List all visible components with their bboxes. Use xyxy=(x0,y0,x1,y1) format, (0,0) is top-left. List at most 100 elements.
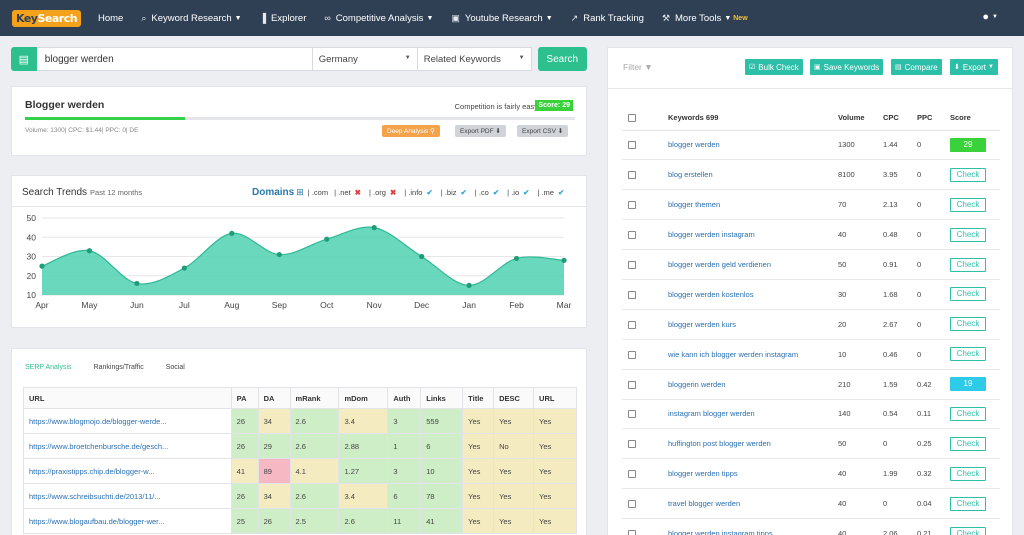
keyword-link[interactable]: blog erstellen xyxy=(668,159,838,191)
nav-item-youtube-research[interactable]: ▣ Youtube Research ▼ xyxy=(451,13,552,24)
serp-col-url[interactable]: URL xyxy=(533,387,577,409)
row-checkbox[interactable] xyxy=(628,530,636,535)
keyword-link[interactable]: travel blogger werden xyxy=(668,488,838,520)
serp-col-pa[interactable]: PA xyxy=(230,387,259,409)
logo[interactable]: KeySearch xyxy=(12,8,82,28)
keyword-link[interactable]: blogger werden kurs xyxy=(668,309,838,340)
trend-point[interactable] xyxy=(371,225,377,231)
deep-analysis-button[interactable]: Deep Analysis ⚲ xyxy=(382,125,440,137)
row-checkbox[interactable] xyxy=(628,440,636,449)
export-pdf-button[interactable]: Export PDF ⬇ xyxy=(455,125,506,137)
col-ppc[interactable]: PPC xyxy=(917,106,950,131)
keyword-link[interactable]: blogger werden kostenlos xyxy=(668,279,838,310)
trend-point[interactable] xyxy=(419,253,425,260)
serp-col-da[interactable]: DA xyxy=(257,387,291,409)
row-checkbox[interactable] xyxy=(628,261,636,270)
serp-url-link[interactable]: https://praxistipps.chip.de/blogger-w... xyxy=(23,458,232,484)
row-checkbox[interactable] xyxy=(628,231,636,240)
row-checkbox[interactable] xyxy=(628,350,636,359)
keyword-link[interactable]: blogger themen xyxy=(668,189,838,221)
select-all-checkbox[interactable] xyxy=(628,114,636,123)
tab-serp-analysis[interactable]: SERP Analysis xyxy=(25,364,72,371)
serp-col-mdom[interactable]: mDom xyxy=(338,387,389,409)
trend-point[interactable] xyxy=(561,257,567,263)
serp-col-desc[interactable]: DESC xyxy=(493,387,535,409)
col-volume[interactable]: Volume xyxy=(838,106,883,131)
keyword-link[interactable]: blogger werden tipps xyxy=(668,458,838,490)
row-checkbox[interactable] xyxy=(628,380,636,389)
tab-social[interactable]: Social xyxy=(165,364,185,371)
trend-point[interactable] xyxy=(466,282,472,288)
check-button[interactable]: Check xyxy=(950,496,986,511)
trend-point[interactable] xyxy=(276,251,282,258)
row-checkbox[interactable] xyxy=(628,141,636,150)
row-checkbox[interactable] xyxy=(628,470,636,479)
keyword-link[interactable]: huffington post blogger werden xyxy=(668,428,838,460)
serp-col-auth[interactable]: Auth xyxy=(387,387,422,409)
row-checkbox[interactable] xyxy=(628,290,636,299)
check-button[interactable]: Check xyxy=(950,317,986,332)
nav-item-keyword-research[interactable]: ⌕ Keyword Research ▼ xyxy=(141,13,241,24)
save-keywords-button[interactable]: ▣ Save Keywords xyxy=(810,59,884,75)
keyword-link[interactable]: bloggerin werden xyxy=(668,369,838,400)
serp-col-links[interactable]: Links xyxy=(420,387,464,409)
compare-button[interactable]: ▤ Compare xyxy=(891,59,942,75)
trend-point[interactable] xyxy=(181,265,187,271)
trend-point[interactable] xyxy=(134,280,140,287)
keyword-link[interactable]: blogger werden geld verdienen xyxy=(668,249,838,280)
keyword-link[interactable]: blogger werden instagram xyxy=(668,219,838,251)
serp-url-link[interactable]: https://www.blogmojo.de/blogger-werde... xyxy=(23,408,232,434)
serp-url-link[interactable]: https://www.blogaufbau.de/blogger-wer... xyxy=(23,508,232,534)
row-checkbox[interactable] xyxy=(628,320,636,329)
filter-toggle[interactable]: Filter ▼ xyxy=(623,62,653,72)
export-csv-button[interactable]: Export CSV ⬇ xyxy=(517,125,569,137)
serp-col-mrank[interactable]: mRank xyxy=(289,387,340,409)
col-score[interactable]: Score xyxy=(950,106,1000,131)
row-checkbox[interactable] xyxy=(628,171,636,180)
keyword-input[interactable] xyxy=(36,47,313,71)
row-checkbox[interactable] xyxy=(628,410,636,419)
serp-url-link[interactable]: https://www.schreibsuchti.de/2013/11/... xyxy=(23,483,232,509)
check-button[interactable]: Check xyxy=(950,227,986,242)
trend-point[interactable] xyxy=(229,230,235,236)
check-button[interactable]: Check xyxy=(950,287,986,302)
serp-col-url[interactable]: URL xyxy=(23,387,232,409)
check-button[interactable]: Check xyxy=(950,466,986,481)
check-button[interactable]: Check xyxy=(950,436,986,451)
keyword-link[interactable]: blogger werden instagram tipps xyxy=(668,518,838,535)
nav-item-explorer[interactable]: ▐ Explorer xyxy=(260,13,307,24)
keyword-link[interactable]: blogger werden xyxy=(668,130,838,161)
folder-button[interactable]: ▤ xyxy=(11,47,37,71)
domains-label[interactable]: Domains xyxy=(252,187,295,198)
trend-point[interactable] xyxy=(39,263,45,269)
trend-point[interactable] xyxy=(324,236,330,242)
country-select[interactable]: Germany ▼ xyxy=(312,47,418,71)
row-checkbox[interactable] xyxy=(628,201,636,210)
tab-rankings-traffic[interactable]: Rankings/Traffic xyxy=(93,364,144,371)
trend-point[interactable] xyxy=(86,248,93,254)
user-menu[interactable]: ● ▼ xyxy=(982,11,998,23)
serp-col-title[interactable]: Title xyxy=(462,387,495,409)
check-button[interactable]: Check xyxy=(950,197,986,212)
keyword-link[interactable]: wie kann ich blogger werden instagram xyxy=(668,339,838,370)
check-button[interactable]: Check xyxy=(950,347,986,362)
search-button[interactable]: Search xyxy=(537,47,587,71)
check-button[interactable]: Check xyxy=(950,406,986,421)
check-button[interactable]: Check xyxy=(950,526,986,535)
col-keywords[interactable]: Keywords 699 xyxy=(668,106,838,131)
export-button[interactable]: ⬇ Export ▼ xyxy=(950,59,998,75)
bulk-check-button[interactable]: ☑ Bulk Check xyxy=(745,59,803,75)
nav-item-rank-tracking[interactable]: ↗ Rank Tracking xyxy=(571,13,644,24)
check-button[interactable]: Check xyxy=(950,167,986,182)
plus-square-icon[interactable]: ⊞ xyxy=(296,187,304,197)
nav-item-competitive-analysis[interactable]: ∞ Competitive Analysis ▼ xyxy=(324,13,433,24)
mode-select[interactable]: Related Keywords ▼ xyxy=(417,47,532,71)
check-button[interactable]: Check xyxy=(950,257,986,272)
serp-url-link[interactable]: https://www.broetchenbursche.de/gesch... xyxy=(23,433,232,459)
trend-point[interactable] xyxy=(513,255,520,262)
row-checkbox[interactable] xyxy=(628,500,636,509)
nav-item-home[interactable]: Home xyxy=(98,13,123,24)
col-cpc[interactable]: CPC xyxy=(883,106,917,131)
nav-item-more-tools[interactable]: ⚒ More Tools ▼ New xyxy=(662,13,748,24)
keyword-link[interactable]: instagram blogger werden xyxy=(668,399,838,430)
